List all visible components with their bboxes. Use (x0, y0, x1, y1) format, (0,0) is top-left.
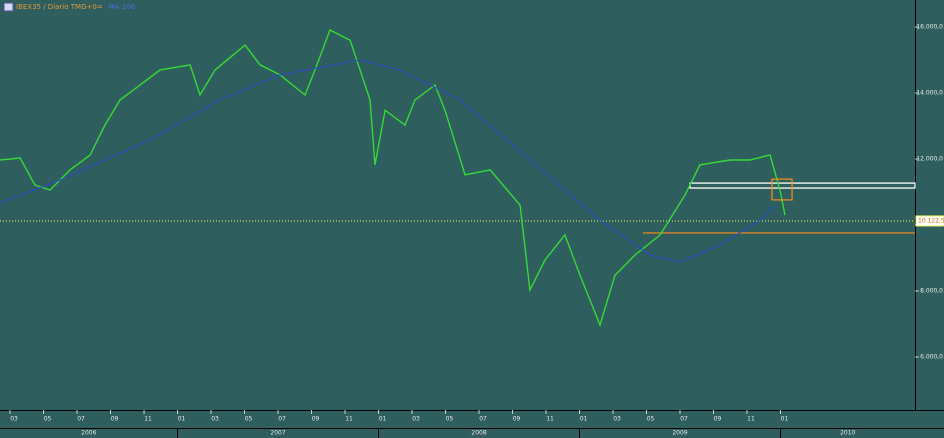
y-tick-label: 6.000,0 (920, 354, 943, 361)
legend-entry: IBEX35 / Diario TMG+0= (16, 3, 103, 11)
x-tick-label: 03 (10, 416, 18, 423)
x-tick-label: 01 (379, 416, 387, 423)
ma-line (0, 59, 776, 263)
year-tick-label: 2009 (672, 430, 687, 437)
y-tick-label: 14.000,0 (916, 89, 943, 96)
year-tick-label: 2006 (81, 430, 96, 437)
x-tick-label: 09 (111, 416, 119, 423)
x-tick-label: 05 (245, 416, 253, 423)
app-icon[interactable] (3, 2, 14, 12)
x-tick-label: 01 (580, 416, 588, 423)
x-tick-label: 09 (312, 416, 320, 423)
x-tick-label: 05 (44, 416, 52, 423)
x-tick-label: 07 (278, 416, 286, 423)
legend-entry: MA 200 (109, 3, 135, 11)
price-line (0, 29, 786, 328)
x-tick-label: 09 (513, 416, 521, 423)
y-tick-label: 8.000,0 (920, 287, 943, 294)
x-tick-label: 11 (144, 416, 152, 423)
x-tick-label: 07 (479, 416, 487, 423)
x-tick-label: 01 (781, 416, 789, 423)
x-tick-label: 01 (178, 416, 186, 423)
highlight-box (771, 178, 793, 201)
x-tick-label: 05 (446, 416, 454, 423)
x-tick-label: 05 (647, 416, 655, 423)
x-tick-label: 07 (77, 416, 85, 423)
x-tick-label: 09 (714, 416, 722, 423)
price-tag (915, 215, 944, 227)
y-tick-label: 12.000,0 (916, 155, 943, 162)
x-tick-label: 07 (680, 416, 688, 423)
x-tick-label: 11 (345, 416, 353, 423)
x-axis-area (0, 410, 944, 438)
year-tick-label: 2010 (840, 430, 855, 437)
price-tag-label: 10.122,5 (918, 217, 944, 224)
x-tick-label: 03 (412, 416, 420, 423)
x-tick-label: 11 (546, 416, 554, 423)
year-tick-label: 2007 (270, 430, 285, 437)
plot-area (0, 0, 915, 410)
year-tick-label: 2008 (471, 430, 486, 437)
x-tick-label: 03 (613, 416, 621, 423)
x-tick-label: 11 (747, 416, 755, 423)
y-tick-label: 16.000,0 (916, 23, 943, 30)
y-axis-area (915, 0, 944, 410)
x-tick-label: 03 (211, 416, 219, 423)
